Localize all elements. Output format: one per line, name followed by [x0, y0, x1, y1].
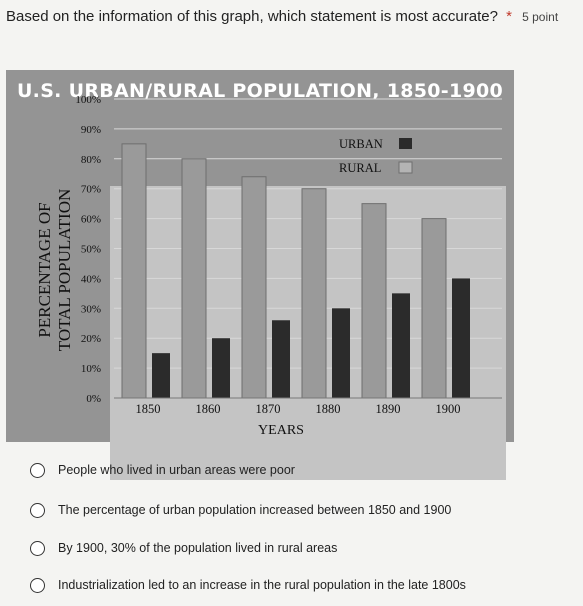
y-axis-title: TOTAL POPULATION: [55, 189, 74, 352]
option-label: The percentage of urban population incre…: [58, 503, 452, 517]
x-tick-label: 1890: [376, 402, 401, 416]
option-2[interactable]: The percentage of urban population incre…: [30, 500, 550, 520]
bar-urban: [272, 320, 290, 398]
x-axis-title: YEARS: [258, 423, 304, 438]
option-label: By 1900, 30% of the population lived in …: [58, 541, 338, 555]
bar-rural: [421, 218, 447, 399]
bar-rural: [301, 188, 327, 399]
points-label: 5 point: [522, 10, 559, 24]
y-tick-label: 90%: [81, 124, 101, 136]
option-4[interactable]: Industrialization led to an increase in …: [30, 575, 550, 595]
legend-label-rural: RURAL: [339, 161, 381, 175]
bar-urban: [452, 278, 470, 398]
y-tick-label: 40%: [81, 273, 101, 285]
x-tick-label: 1880: [316, 402, 341, 416]
x-tick-label: 1850: [136, 402, 161, 416]
radio-button[interactable]: [30, 540, 45, 556]
y-tick-label: 50%: [81, 244, 101, 256]
x-tick-label: 1870: [256, 402, 281, 416]
radio-button[interactable]: [30, 462, 45, 478]
legend-swatch-rural: [398, 161, 413, 174]
bar-rural: [181, 158, 207, 399]
y-tick-label: 70%: [81, 184, 101, 196]
option-3[interactable]: By 1900, 30% of the population lived in …: [30, 538, 550, 558]
option-1[interactable]: People who lived in urban areas were poo…: [30, 460, 550, 480]
bar-rural: [241, 176, 267, 399]
y-tick-label: 0%: [86, 393, 101, 405]
bar-urban: [392, 293, 410, 398]
question-text: Based on the information of this graph, …: [6, 8, 498, 25]
bar-urban: [332, 308, 350, 398]
bar-chart: 0% 10% 20% 30% 40% 50% 60% 70% 80% 90% 100% 1850 186…: [35, 94, 502, 438]
x-tick-label: 1900: [436, 402, 461, 416]
option-label: Industrialization led to an increase in …: [58, 578, 466, 592]
y-tick-label: 100%: [75, 94, 101, 106]
y-tick-label: 20%: [81, 333, 101, 345]
required-mark: *: [506, 8, 512, 25]
y-tick-label: 10%: [81, 363, 101, 375]
option-label: People who lived in urban areas were poo…: [58, 463, 295, 477]
bar-urban: [212, 338, 230, 398]
bar-urban: [152, 353, 170, 398]
y-axis-title: PERCENTAGE OF: [35, 202, 54, 337]
y-tick-label: 30%: [81, 303, 101, 315]
y-tick-label: 80%: [81, 154, 101, 166]
radio-button[interactable]: [30, 577, 45, 593]
chart-title: U.S. URBAN/RURAL POPULATION, 1850-1900: [16, 80, 504, 102]
radio-button[interactable]: [30, 502, 45, 518]
y-tick-label: 60%: [81, 214, 101, 226]
bar-rural: [361, 203, 387, 399]
bar-rural: [121, 143, 147, 399]
question-header: Based on the information of this graph, …: [6, 8, 581, 25]
legend-swatch-urban: [399, 138, 412, 149]
x-tick-label: 1860: [196, 402, 221, 416]
legend-label-urban: URBAN: [339, 137, 383, 151]
